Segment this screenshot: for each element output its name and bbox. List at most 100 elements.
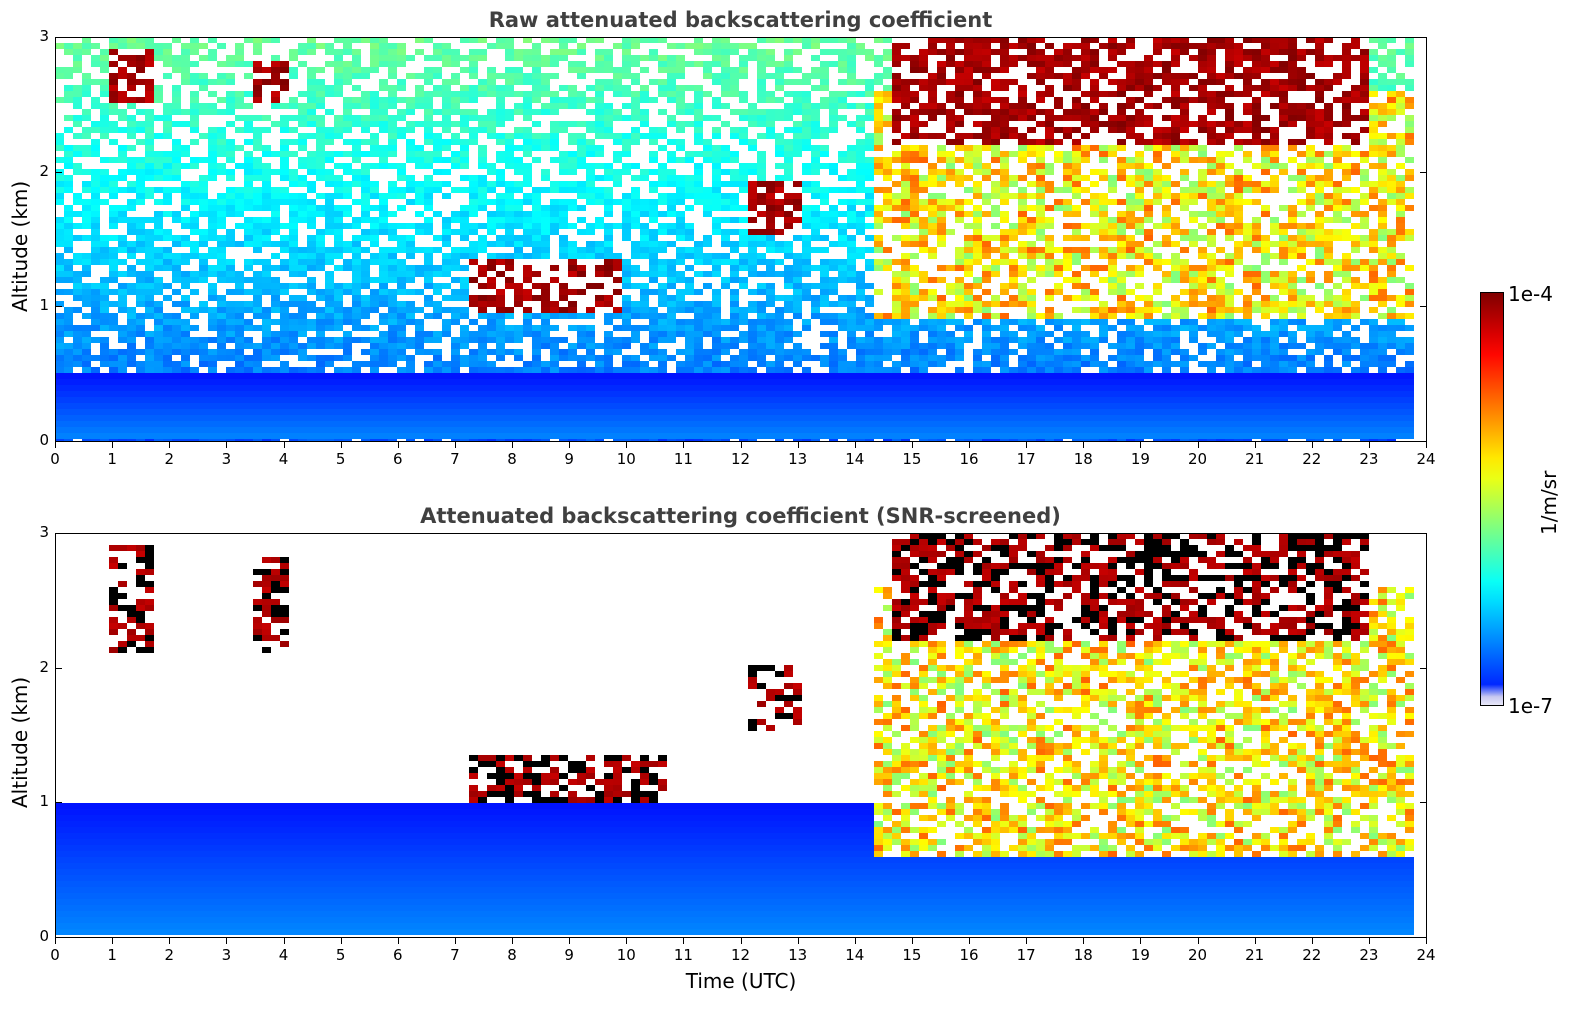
panel-1-heatmap-cell xyxy=(388,67,397,73)
panel-1-heatmap-cell xyxy=(955,265,964,271)
panel-1-heatmap-cell xyxy=(784,355,793,361)
panel-1-heatmap-cell xyxy=(739,253,748,259)
panel-1-heatmap-cell xyxy=(712,301,721,307)
panel-1-heatmap-cell xyxy=(154,379,163,385)
panel-1-heatmap-cell xyxy=(901,55,910,61)
panel-1-heatmap-cell xyxy=(838,325,847,331)
panel-1-heatmap-cell xyxy=(181,331,190,337)
panel-1-heatmap-cell xyxy=(190,181,199,187)
panel-1-heatmap-cell xyxy=(388,355,397,361)
panel-1-heatmap-cell xyxy=(730,361,739,367)
panel-1-heatmap-cell xyxy=(595,391,604,397)
panel-1-heatmap-cell xyxy=(568,271,577,277)
panel-1-heatmap-cell xyxy=(244,181,253,187)
panel-1-heatmap-cell xyxy=(865,331,874,337)
panel-1-heatmap-cell xyxy=(532,385,541,391)
panel-1-heatmap-cell xyxy=(433,367,442,373)
panel-1-heatmap-cell xyxy=(154,367,163,373)
panel-1-heatmap-cell xyxy=(910,379,919,385)
panel-1-heatmap-cell xyxy=(442,181,451,187)
panel-1-heatmap-cell xyxy=(541,103,550,109)
panel-1-heatmap-cell xyxy=(811,181,820,187)
panel-1-heatmap-cell xyxy=(442,325,451,331)
panel-1-heatmap-cell xyxy=(532,427,541,433)
panel-1-heatmap-cell xyxy=(784,223,793,229)
panel-1-heatmap-cell xyxy=(73,199,82,205)
panel-1-heatmap-cell xyxy=(487,295,496,301)
panel-1-heatmap-cell xyxy=(505,313,514,319)
panel-1-heatmap-cell xyxy=(217,331,226,337)
panel-1-heatmap-cell xyxy=(667,403,676,409)
panel-1-heatmap-cell xyxy=(271,355,280,361)
panel-1-heatmap-cell xyxy=(523,73,532,79)
panel-1-heatmap-cell xyxy=(181,205,190,211)
panel-1-heatmap-cell xyxy=(712,313,721,319)
panel-1-heatmap-cell xyxy=(235,271,244,277)
panel-1-heatmap-cell xyxy=(370,367,379,373)
panel-1-heatmap-cell xyxy=(829,313,838,319)
panel-1-heatmap-cell xyxy=(163,43,172,49)
panel-1-heatmap-cell xyxy=(280,199,289,205)
panel-1-heatmap-cell xyxy=(793,265,802,271)
panel-1-heatmap-cell xyxy=(253,145,262,151)
panel-1-heatmap-cell xyxy=(208,169,217,175)
panel-1-heatmap-cell xyxy=(325,253,334,259)
panel-1-heatmap-cell xyxy=(829,223,838,229)
panel-1-heatmap-cell xyxy=(802,355,811,361)
panel-1-heatmap-cell xyxy=(820,319,829,325)
panel-1-heatmap-cell xyxy=(370,349,379,355)
panel-1-heatmap-cell xyxy=(703,421,712,427)
panel-1-heatmap-cell xyxy=(640,229,649,235)
panel-1-heatmap-cell xyxy=(784,307,793,313)
panel-1-heatmap-cell xyxy=(190,313,199,319)
panel-1-heatmap-cell xyxy=(622,325,631,331)
panel-1-heatmap-cell xyxy=(505,73,514,79)
panel-1-heatmap-cell xyxy=(226,79,235,85)
panel-1-heatmap-cell xyxy=(460,265,469,271)
panel-1-heatmap-cell xyxy=(136,67,145,73)
panel-1-heatmap-cell xyxy=(496,121,505,127)
panel-1-heatmap-cell xyxy=(775,61,784,67)
panel-1-heatmap-cell xyxy=(262,325,271,331)
panel-1-heatmap-cell xyxy=(955,259,964,265)
panel-1-heatmap-cell xyxy=(352,421,361,427)
panel-1-heatmap-cell xyxy=(811,85,820,91)
panel-1-heatmap-cell xyxy=(442,229,451,235)
panel-1-heatmap-cell xyxy=(874,367,883,373)
panel-1-heatmap-cell xyxy=(514,391,523,397)
panel-1-heatmap-cell xyxy=(73,133,82,139)
panel-1-heatmap-cell xyxy=(523,133,532,139)
panel-1-heatmap-cell xyxy=(514,403,523,409)
panel-1-heatmap-cell xyxy=(757,307,766,313)
panel-1-heatmap-cell xyxy=(721,361,730,367)
panel-1-heatmap-cell xyxy=(199,301,208,307)
panel-1-heatmap-cell xyxy=(955,85,964,91)
panel-1-heatmap-cell xyxy=(226,415,235,421)
panel-1-heatmap-cell xyxy=(442,103,451,109)
panel-1-heatmap-cell xyxy=(370,61,379,67)
panel-1-heatmap-cell xyxy=(226,337,235,343)
panel-1-heatmap-cell xyxy=(514,49,523,55)
panel-1-heatmap-cell xyxy=(127,373,136,379)
panel-1-heatmap-cell xyxy=(487,67,496,73)
panel-1-heatmap-cell xyxy=(532,403,541,409)
panel-1-heatmap-cell xyxy=(181,421,190,427)
panel-1-heatmap-cell xyxy=(82,205,91,211)
panel-1-heatmap-cell xyxy=(199,391,208,397)
panel-1-heatmap-cell xyxy=(793,103,802,109)
panel-1-heatmap-cell xyxy=(82,271,91,277)
panel-1-heatmap-cell xyxy=(613,277,622,283)
panel-1-heatmap-cell xyxy=(307,373,316,379)
panel-1-heatmap-cell xyxy=(946,373,955,379)
panel-1-heatmap-cell xyxy=(73,145,82,151)
panel-1-heatmap-cell xyxy=(217,163,226,169)
panel-1-heatmap-cell xyxy=(613,259,622,265)
panel-1-heatmap-cell xyxy=(766,205,775,211)
panel-1-heatmap-cell xyxy=(856,211,865,217)
panel-1-heatmap-cell xyxy=(253,367,262,373)
panel-1-heatmap-cell xyxy=(883,97,892,103)
panel-1-heatmap-cell xyxy=(208,229,217,235)
panel-1-heatmap-cell xyxy=(451,217,460,223)
panel-1-heatmap-cell xyxy=(622,343,631,349)
panel-1-heatmap-cell xyxy=(739,97,748,103)
